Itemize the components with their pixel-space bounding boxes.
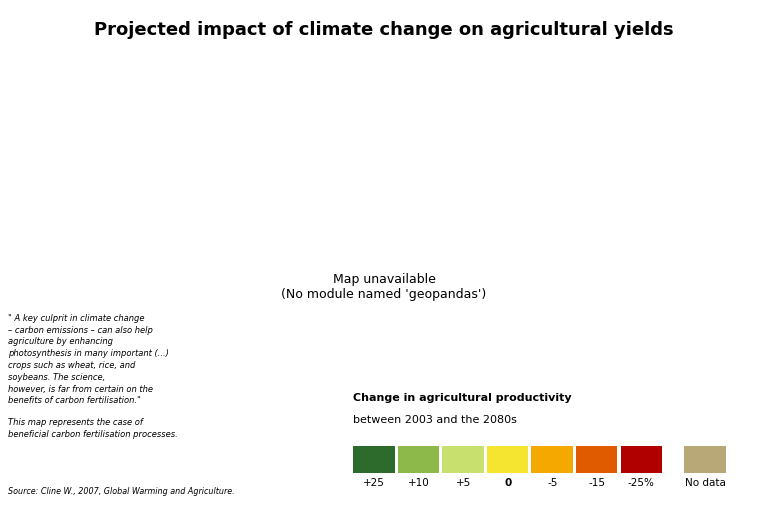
Text: +5: +5 <box>455 478 471 488</box>
Text: between 2003 and the 2080s: between 2003 and the 2080s <box>353 415 517 425</box>
Text: Map unavailable
(No module named 'geopandas'): Map unavailable (No module named 'geopan… <box>281 272 487 301</box>
Text: 0: 0 <box>504 478 511 488</box>
Bar <box>398 446 439 473</box>
Text: Source: Cline W., 2007, Global Warming and Agriculture.: Source: Cline W., 2007, Global Warming a… <box>8 487 234 495</box>
Bar <box>621 446 662 473</box>
Bar <box>353 446 395 473</box>
Text: " A key culprit in climate change
– carbon emissions – can also help
agriculture: " A key culprit in climate change – carb… <box>8 314 168 406</box>
Text: +25: +25 <box>363 478 385 488</box>
Text: -5: -5 <box>547 478 558 488</box>
Bar <box>442 446 484 473</box>
Bar <box>487 446 528 473</box>
Text: Projected impact of climate change on agricultural yields: Projected impact of climate change on ag… <box>94 21 674 39</box>
Text: Change in agricultural productivity: Change in agricultural productivity <box>353 393 572 402</box>
Bar <box>684 446 726 473</box>
Text: This map represents the case of
beneficial carbon fertilisation processes.: This map represents the case of benefici… <box>8 418 177 439</box>
Text: No data: No data <box>684 478 726 488</box>
Bar <box>576 446 617 473</box>
Text: +10: +10 <box>408 478 429 488</box>
Text: -15: -15 <box>588 478 605 488</box>
Bar <box>531 446 573 473</box>
Text: -25%: -25% <box>628 478 654 488</box>
